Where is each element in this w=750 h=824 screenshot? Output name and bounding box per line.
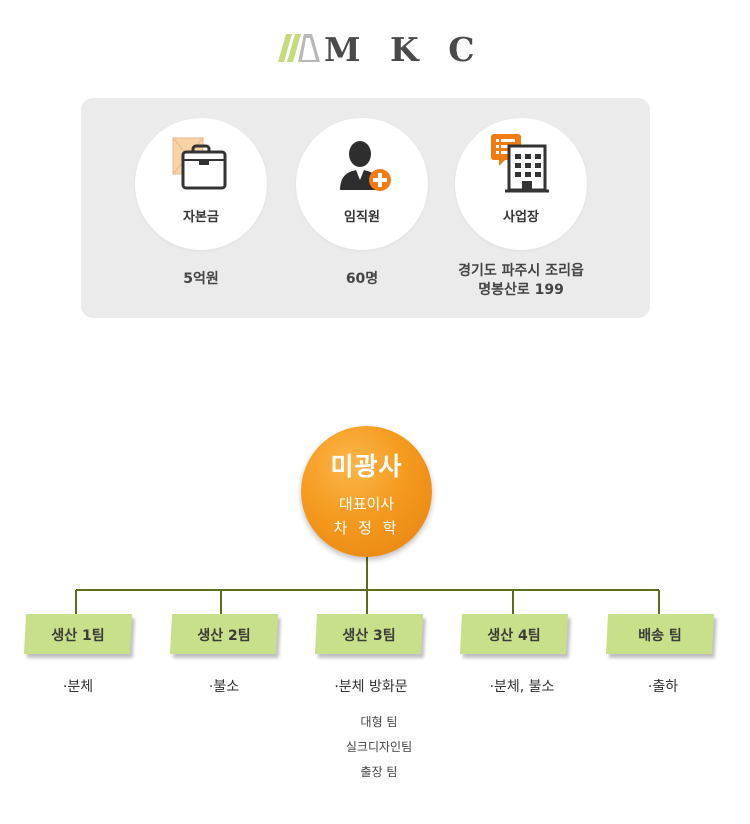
team-box-1: 생산 1팀: [23, 614, 133, 654]
team-3-subteams: 대형 팀 실크디자인팀 출장 팀: [306, 710, 452, 785]
ceo-circle: 미광사 대표이사 차 정 학: [301, 426, 432, 557]
team-1-desc: ·분체: [62, 679, 94, 695]
ceo-company: 미광사: [330, 452, 403, 481]
subteam-item: 대형 팀: [360, 715, 398, 729]
logo-text: M K C: [324, 30, 484, 69]
team-label: 생산 2팀: [197, 628, 251, 644]
info-capital-circle: 자본금: [135, 118, 267, 250]
info-employees-circle: 임직원: [296, 118, 428, 250]
info-employees: 임직원 60명: [296, 118, 428, 289]
team-3-desc: ·분체 방화문: [334, 679, 408, 695]
team-box-2: 생산 2팀: [169, 614, 279, 654]
team-box-5: 배송 팀: [605, 614, 715, 654]
info-location-label: 사업장: [503, 210, 539, 225]
company-logo: M K C: [278, 28, 474, 69]
info-location-value-line1: 경기도 파주시 조리읍: [458, 263, 584, 279]
team-box-4: 생산 4팀: [459, 614, 569, 654]
info-employees-value: 60명: [345, 271, 379, 287]
team-label: 생산 3팀: [342, 628, 396, 644]
subteam-item: 실크디자인팀: [345, 740, 413, 754]
info-location: 사업장 경기도 파주시 조리읍 명봉산로 199: [455, 118, 587, 300]
company-info-panel: 자본금 5억원 임직원 60명: [81, 98, 650, 318]
ceo-name: 차 정 학: [333, 519, 400, 537]
ceo-title: 대표이사: [338, 495, 395, 513]
team-label: 배송 팀: [638, 628, 682, 644]
team-4-desc: ·분체, 불소: [489, 679, 555, 695]
info-location-value-line2: 명봉산로 199: [478, 282, 564, 298]
info-capital-label: 자본금: [183, 210, 219, 225]
building-icon: [491, 134, 549, 193]
person-add-icon: [340, 141, 391, 191]
team-5-desc: ·출하: [647, 679, 679, 695]
subteam-item: 출장 팀: [360, 765, 398, 779]
briefcase-icon: [172, 137, 227, 190]
info-employees-label: 임직원: [344, 210, 380, 225]
team-label: 생산 4팀: [487, 628, 541, 644]
info-location-circle: 사업장: [455, 118, 587, 250]
info-capital: 자본금 5억원: [135, 118, 267, 289]
team-2-desc: ·불소: [208, 679, 240, 695]
team-box-3: 생산 3팀: [314, 614, 424, 654]
team-label: 생산 1팀: [51, 628, 105, 644]
logo-stripes-icon: [278, 34, 320, 62]
info-capital-value: 5억원: [183, 271, 219, 287]
